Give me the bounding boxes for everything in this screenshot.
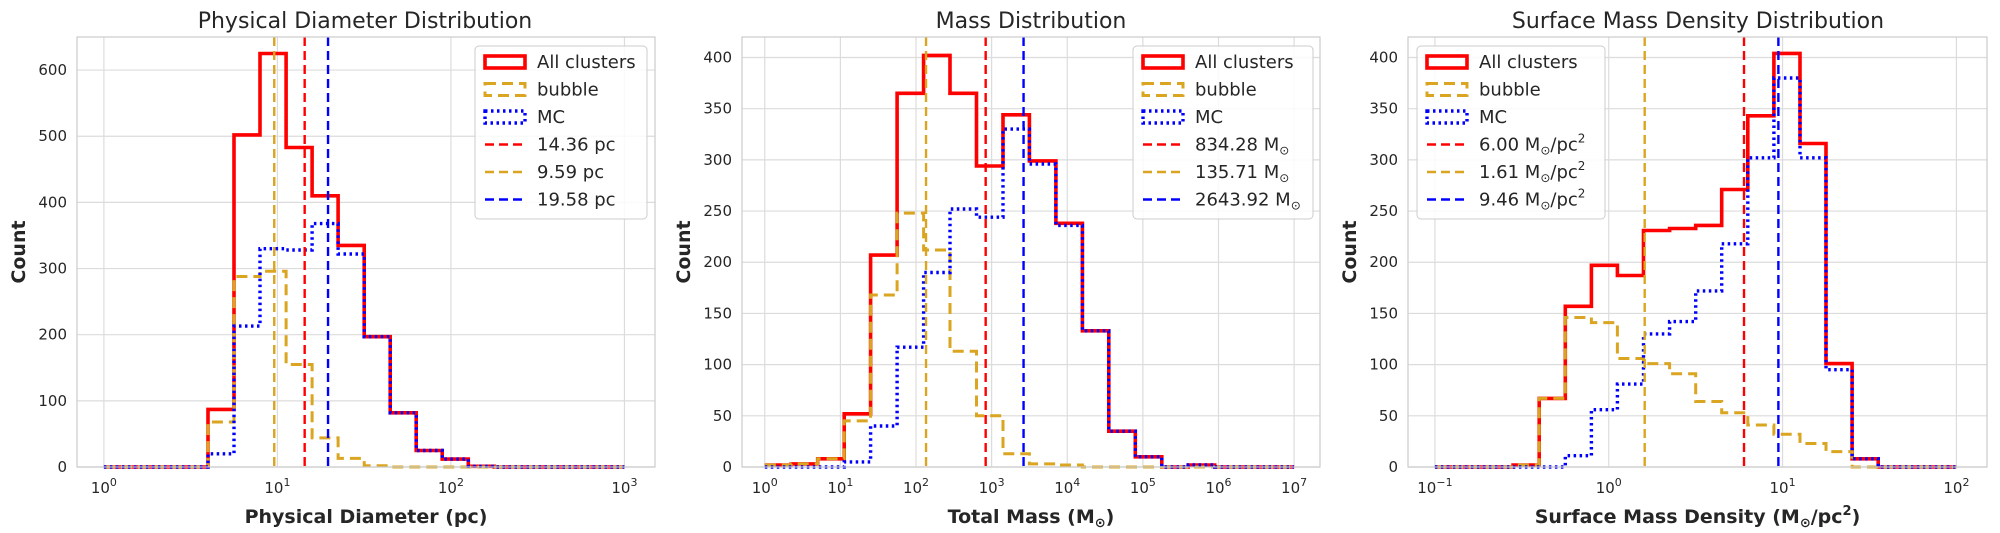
y-tick-label: 0 [722,458,732,476]
legend-label: MC [537,107,565,128]
x-tick-label: 100 [752,476,778,497]
legend-label: All clusters [1479,52,1578,73]
plot-frame [76,36,656,468]
legend-label: 14.36 pc [537,135,616,156]
y-tick-label: 300 [1369,151,1398,169]
x-tick-label: 102 [438,476,464,497]
y-tick-label: 200 [38,326,67,344]
x-tick-label: 102 [903,476,929,497]
legend-box [1416,45,1606,220]
x-axis-label: Total Mass (M⊙) [948,506,1115,531]
y-tick-label: 150 [703,304,732,322]
x-tick-label: 100 [91,476,117,497]
legend-label: 1.61 M⊙/pc2 [1479,159,1585,185]
y-axis-label: Count [673,220,695,283]
legend-label: 19.58 pc [537,190,616,211]
y-tick-label: 350 [1369,100,1398,118]
x-tick-label: 103 [611,476,637,497]
x-tick-label: 107 [1281,476,1307,497]
y-tick-label: 50 [713,407,732,425]
y-tick-label: 100 [703,356,732,374]
x-tick-label: 105 [1130,476,1156,497]
legend-swatch [483,54,527,70]
y-tick-label: 100 [38,392,67,410]
series-mc [1434,76,1957,469]
y-tick-label: 50 [1379,407,1398,425]
legend-swatch [1425,109,1469,125]
y-tick-label: 200 [703,253,732,271]
y-tick-label: 300 [703,151,732,169]
legend-label: 834.28 M⊙ [1195,135,1289,158]
x-tick-label: 104 [1054,476,1080,497]
y-tick-label: 350 [703,100,732,118]
y-axis-label: Count [1339,220,1361,283]
x-tick-label: 102 [1943,476,1969,497]
legend-swatch [1141,54,1185,70]
x-axis-label: Surface Mass Density (M⊙/pc2) [1535,504,1861,531]
legend-swatch [483,82,527,97]
legend-label: MC [1195,107,1223,128]
legend-label: bubble [1195,80,1257,101]
plot-frame [741,36,1321,468]
legend-swatch [483,109,527,125]
legend-label: 135.71 M⊙ [1195,162,1289,185]
legend-label: 9.46 M⊙/pc2 [1479,187,1585,213]
legend-swatch [1425,82,1469,97]
y-tick-label: 600 [38,61,67,79]
legend-label: bubble [537,80,599,101]
y-axis-label: Count [8,220,30,283]
x-tick-label: 101 [264,476,290,497]
y-tick-label: 400 [703,48,732,66]
x-tick-label: 103 [979,476,1005,497]
x-tick-label: 10−1 [1417,476,1452,497]
legend-label: 6.00 M⊙/pc2 [1479,132,1585,158]
legend-box [1132,45,1314,220]
legend-label: All clusters [537,52,636,73]
x-tick-label: 106 [1205,476,1231,497]
y-tick-label: 400 [1369,48,1398,66]
y-tick-label: 100 [1369,356,1398,374]
legend: All clusters bubble MC 834.28 M⊙ 135.71 M⊙ 26… [1132,45,1314,220]
series-bubble [1434,316,1957,469]
diameter-title: Physical Diameter Distribution [198,9,533,34]
legend-label: bubble [1479,80,1541,101]
legend-box [474,45,648,220]
y-tick-label: 0 [1388,458,1398,476]
x-axis-label: Physical Diameter (pc) [245,506,488,528]
y-tick-label: 250 [703,202,732,220]
density-panel: Surface Mass Density Distribution 10−1 10… [1339,9,1988,531]
legend-label: 2643.92 M⊙ [1195,190,1301,213]
legend-label: 9.59 pc [537,162,604,183]
y-tick-label: 0 [57,458,67,476]
legend-swatch [1141,109,1185,125]
y-tick-label: 400 [38,193,67,211]
legend-label: MC [1479,107,1507,128]
legend: All clusters bubble MC 14.36 pc 9.59 pc 19.58… [474,45,648,220]
legend-swatch [1425,54,1469,70]
y-tick-label: 300 [38,260,67,278]
density-title: Surface Mass Density Distribution [1512,9,1884,34]
mass-panel: Mass Distribution 100 101 102 103 104 105 106 1… [673,9,1321,531]
x-tick-label: 101 [827,476,853,497]
legend-swatch [1141,82,1185,97]
y-tick-label: 250 [1369,202,1398,220]
y-tick-label: 200 [1369,253,1398,271]
y-tick-label: 150 [1369,304,1398,322]
diameter-panel: Physical Diameter Distribution 100 101 102… [8,9,656,528]
plot-frame [1407,36,1988,468]
y-tick-label: 500 [38,127,67,145]
legend-label: All clusters [1195,52,1294,73]
x-tick-label: 100 [1596,476,1622,497]
mass-title: Mass Distribution [936,9,1127,34]
x-tick-label: 101 [1770,476,1796,497]
